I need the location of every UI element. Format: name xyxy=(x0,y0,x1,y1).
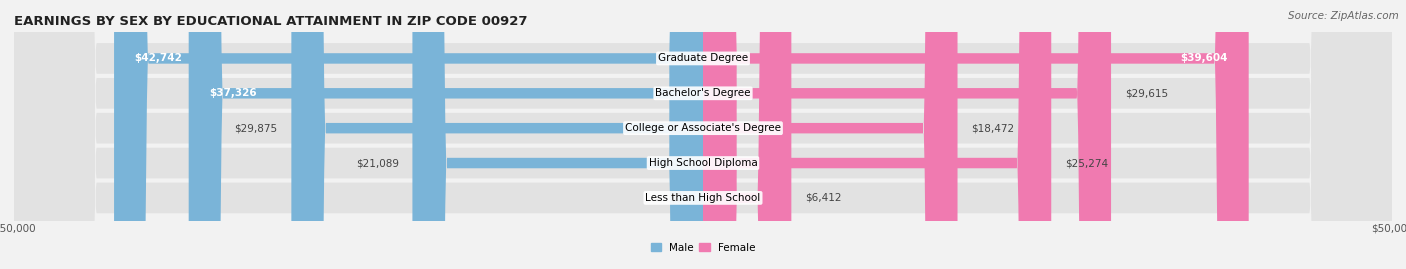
FancyBboxPatch shape xyxy=(14,0,1392,269)
FancyBboxPatch shape xyxy=(14,0,1392,269)
FancyBboxPatch shape xyxy=(412,0,703,269)
Text: $29,875: $29,875 xyxy=(235,123,277,133)
Text: Graduate Degree: Graduate Degree xyxy=(658,54,748,63)
FancyBboxPatch shape xyxy=(114,0,703,269)
Text: $42,742: $42,742 xyxy=(135,54,183,63)
FancyBboxPatch shape xyxy=(703,0,957,269)
Text: $39,604: $39,604 xyxy=(1181,54,1227,63)
Text: Less than High School: Less than High School xyxy=(645,193,761,203)
FancyBboxPatch shape xyxy=(14,0,1392,269)
Text: College or Associate's Degree: College or Associate's Degree xyxy=(626,123,780,133)
Legend: Male, Female: Male, Female xyxy=(647,238,759,257)
FancyBboxPatch shape xyxy=(703,0,1111,269)
Text: $0: $0 xyxy=(669,193,682,203)
Text: $25,274: $25,274 xyxy=(1064,158,1108,168)
Text: High School Diploma: High School Diploma xyxy=(648,158,758,168)
Text: $18,472: $18,472 xyxy=(972,123,1014,133)
FancyBboxPatch shape xyxy=(703,0,792,269)
Text: EARNINGS BY SEX BY EDUCATIONAL ATTAINMENT IN ZIP CODE 00927: EARNINGS BY SEX BY EDUCATIONAL ATTAINMEN… xyxy=(14,15,527,28)
Text: $29,615: $29,615 xyxy=(1125,88,1168,98)
FancyBboxPatch shape xyxy=(14,0,1392,269)
FancyBboxPatch shape xyxy=(14,0,1392,269)
Text: $6,412: $6,412 xyxy=(806,193,842,203)
FancyBboxPatch shape xyxy=(188,0,703,269)
FancyBboxPatch shape xyxy=(703,0,1052,269)
Text: Bachelor's Degree: Bachelor's Degree xyxy=(655,88,751,98)
FancyBboxPatch shape xyxy=(703,0,1249,269)
Text: $37,326: $37,326 xyxy=(209,88,257,98)
Text: Source: ZipAtlas.com: Source: ZipAtlas.com xyxy=(1288,11,1399,21)
Text: $21,089: $21,089 xyxy=(356,158,399,168)
FancyBboxPatch shape xyxy=(291,0,703,269)
